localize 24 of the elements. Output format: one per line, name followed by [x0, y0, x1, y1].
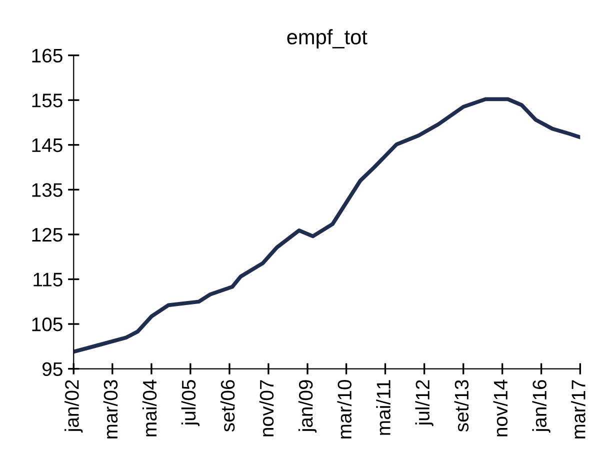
- x-tick-label: nov/07: [259, 380, 274, 436]
- x-tick-label: mar/10: [337, 380, 352, 438]
- y-tick-label: 135: [32, 183, 62, 197]
- x-tick-label: jan/02: [64, 380, 83, 433]
- y-tick-label: 125: [32, 228, 62, 242]
- x-tick-label: mar/03: [103, 380, 118, 438]
- line-series: [74, 97, 580, 354]
- x-tick-label: jan/09: [298, 380, 317, 433]
- x-tick-label: mai/11: [376, 380, 390, 435]
- x-tick-label: jul/12: [415, 380, 434, 426]
- chart-title: empf_tot: [287, 29, 368, 49]
- y-tick-label: 105: [32, 317, 62, 332]
- y-tick-label: 155: [32, 94, 62, 108]
- x-tick-label: set/06: [220, 380, 235, 432]
- x-tick-label: set/13: [454, 380, 469, 432]
- y-tick-label: 145: [32, 138, 62, 152]
- y-tick-label: 115: [34, 272, 62, 286]
- x-tick-label: jul/05: [181, 380, 200, 426]
- x-tick-label: mar/17: [571, 380, 586, 438]
- x-tick-label: mai/04: [142, 380, 157, 436]
- x-tick-label: nov/14: [493, 380, 508, 436]
- y-tick-label: 165: [32, 48, 62, 63]
- y-tick-label: 95: [42, 362, 62, 376]
- x-tick-label: jan/16: [532, 380, 550, 433]
